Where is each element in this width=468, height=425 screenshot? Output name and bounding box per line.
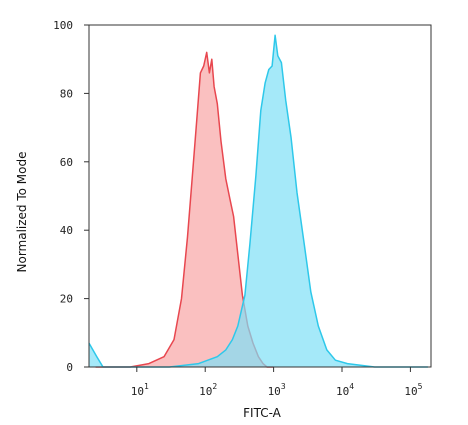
x-tick-label: 101 <box>131 382 149 398</box>
x-axis-ticks: 101 102 103 104 105 <box>131 367 423 398</box>
series-1-area <box>95 52 274 368</box>
x-tick-label: 104 <box>336 382 354 398</box>
y-axis-title: Normalized To Mode <box>15 151 29 272</box>
series-2-line <box>88 34 428 368</box>
y-tick-label: 40 <box>60 224 73 237</box>
y-tick-label: 60 <box>60 156 73 169</box>
series-layer <box>88 34 428 368</box>
y-tick-label: 80 <box>60 87 73 100</box>
x-axis-title: FITC-A <box>243 406 282 420</box>
x-tick-label: 102 <box>199 382 217 398</box>
series-2-area <box>89 35 428 368</box>
y-axis-ticks: 0 20 40 60 80 100 <box>53 19 89 374</box>
y-tick-label: 100 <box>53 19 73 32</box>
y-tick-label: 20 <box>60 293 73 306</box>
y-tick-label: 0 <box>66 361 73 374</box>
plot-frame <box>88 24 432 368</box>
x-tick-label: 105 <box>404 382 422 398</box>
x-tick-label: 103 <box>268 382 286 398</box>
